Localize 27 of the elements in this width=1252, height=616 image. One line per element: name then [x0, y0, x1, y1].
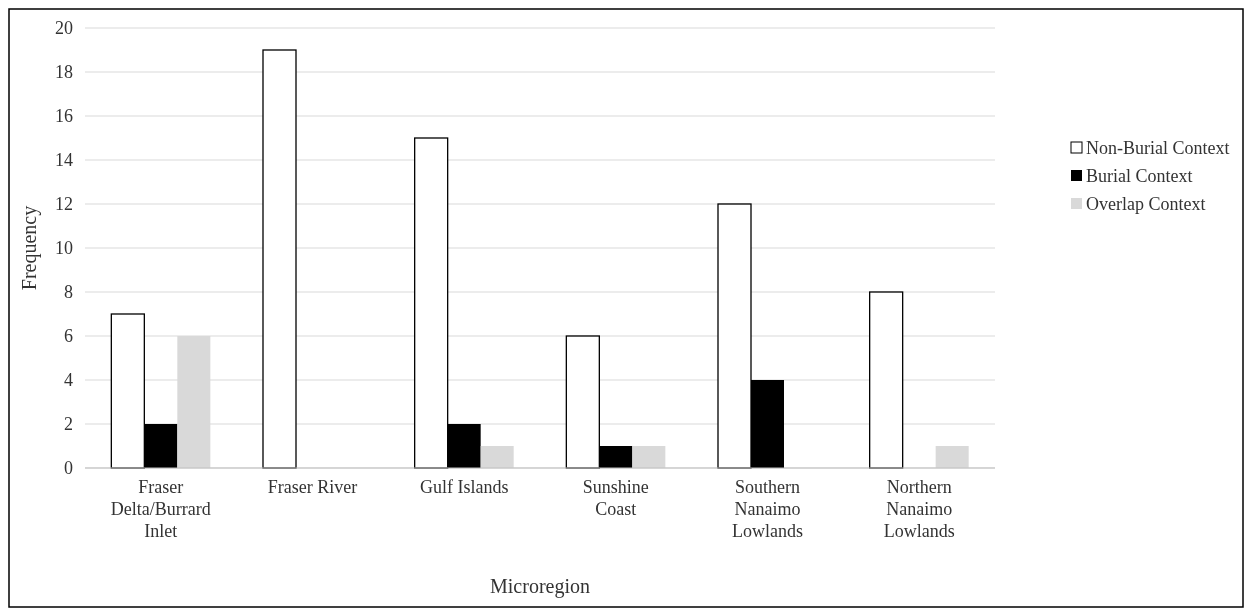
y-tick-label: 2: [64, 414, 73, 435]
x-tick-label: Northern Nanaimo Lowlands: [883, 477, 955, 541]
y-tick-label: 0: [64, 458, 73, 479]
y-tick-label: 8: [64, 282, 73, 303]
x-tick-label: Fraser River: [267, 477, 358, 497]
y-tick-label: 12: [55, 194, 73, 215]
x-axis-title: Microregion: [490, 575, 590, 598]
bar: [480, 446, 514, 468]
x-tick-label: Gulf Islands: [419, 477, 509, 497]
y-tick-label: 16: [55, 106, 73, 127]
y-tick-label: 18: [55, 62, 73, 83]
x-tick-label: Fraser Delta/Burrard Inlet: [110, 477, 211, 541]
y-tick-label: 10: [55, 238, 73, 259]
bar: [935, 446, 969, 468]
x-tick-label: Southern Nanaimo Lowlands: [732, 477, 803, 541]
bar: [262, 49, 297, 469]
y-axis-title: Frequency: [18, 205, 41, 291]
y-tick-label: 4: [64, 370, 73, 391]
y-tick-label: 6: [64, 326, 73, 347]
legend-label: Overlap Context: [1086, 194, 1206, 215]
legend-label: Burial Context: [1086, 166, 1193, 187]
x-tick-label: Sunshine Coast: [582, 477, 649, 519]
y-tick-label: 14: [55, 150, 73, 171]
y-tick-label: 20: [55, 18, 73, 39]
legend-label: Non-Burial Context: [1086, 138, 1230, 159]
bar: [632, 446, 666, 468]
bar: [869, 291, 904, 469]
